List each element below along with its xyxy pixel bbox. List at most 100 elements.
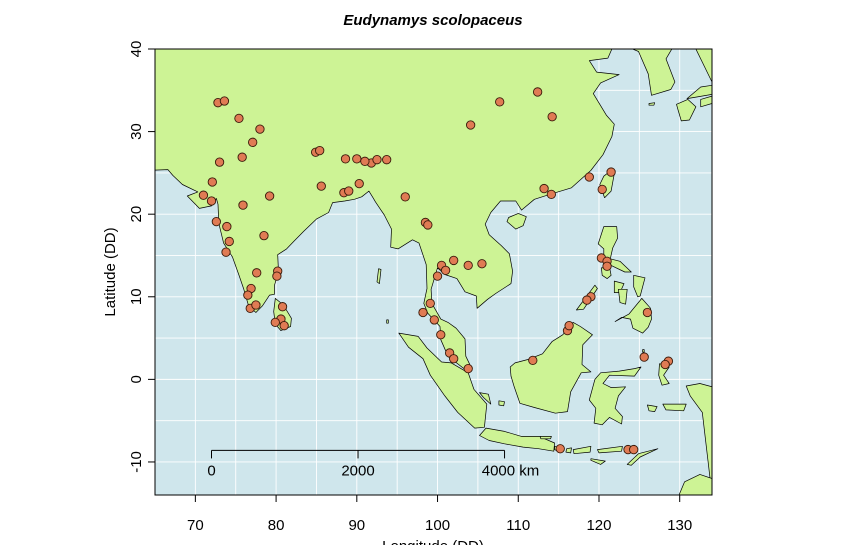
- occurrence-point: [214, 157, 225, 167]
- occurrence-point: [251, 300, 261, 310]
- occurrence-point: [340, 154, 351, 164]
- axes: 70 80 90 100 110 120 130 -10 0 10 20 30 40: [128, 41, 692, 534]
- land-lombok: [565, 447, 572, 454]
- occurrence-point: [352, 154, 362, 164]
- scale-bar-label: 4000 km: [482, 462, 540, 479]
- occurrence-point: [629, 444, 639, 455]
- land-bangka: [479, 392, 492, 405]
- occurrence-point: [606, 167, 616, 177]
- occurrence-point: [597, 184, 607, 195]
- occurrence-points: [198, 87, 674, 455]
- land-sumba: [590, 458, 606, 465]
- occurrence-point: [207, 177, 217, 187]
- y-tick-label: 40: [128, 41, 145, 58]
- land-timor: [626, 448, 659, 466]
- land-seram: [662, 403, 687, 412]
- land-java: [479, 427, 555, 452]
- x-tick-label: 80: [268, 517, 285, 534]
- y-axis-label: Latitude (DD): [102, 227, 119, 316]
- land-buru: [647, 404, 658, 412]
- occurrence-point: [423, 220, 433, 230]
- occurrence-point: [354, 178, 364, 189]
- occurrence-point: [221, 247, 231, 257]
- land-andaman: [376, 268, 382, 284]
- occurrence-point: [463, 260, 473, 271]
- scale-bar-label: 2000: [341, 462, 374, 479]
- occurrence-point: [344, 186, 354, 196]
- occurrence-point: [360, 156, 370, 166]
- occurrence-point: [539, 183, 549, 194]
- occurrence-point: [495, 97, 505, 107]
- occurrence-point: [432, 271, 443, 281]
- x-tick-label: 110: [506, 517, 530, 534]
- land-sumbawa: [572, 445, 592, 455]
- y-tick-label: 20: [128, 206, 145, 223]
- occurrence-point: [279, 321, 289, 331]
- occurrence-point: [532, 87, 543, 97]
- occurrence-point: [418, 307, 428, 318]
- plot-frame: [154, 48, 713, 496]
- occurrence-point: [555, 444, 565, 454]
- occurrence-point: [449, 354, 459, 364]
- land-sumatra: [398, 332, 488, 429]
- land-flores: [597, 445, 623, 454]
- occurrence-point: [372, 155, 382, 165]
- scale-bar: 0 2000 4000 km: [207, 449, 540, 479]
- occurrence-point: [316, 181, 326, 191]
- y-tick-label: 0: [128, 375, 145, 383]
- land-samar-leyte: [633, 274, 646, 298]
- occurrence-point: [315, 145, 325, 156]
- land-halmahera: [658, 363, 670, 386]
- occurrence-point: [382, 155, 392, 165]
- occurrence-point: [477, 259, 487, 269]
- occurrence-point: [449, 255, 459, 266]
- occurrence-point: [429, 315, 439, 325]
- occurrence-point: [252, 268, 262, 278]
- occurrence-point: [582, 295, 592, 305]
- land-japan-kyushu: [676, 99, 697, 122]
- occurrence-point: [198, 190, 209, 200]
- x-axis-label: Longitude (DD): [382, 538, 484, 545]
- occurrence-point: [400, 192, 410, 202]
- occurrence-point: [528, 355, 538, 366]
- occurrence-point: [206, 196, 217, 206]
- occurrence-point: [277, 302, 288, 312]
- land-asia-mainland: [155, 49, 712, 370]
- occurrence-point: [547, 112, 557, 122]
- y-tick-label: -10: [128, 451, 145, 473]
- occurrence-point: [465, 120, 476, 130]
- occurrence-point: [642, 307, 653, 318]
- land-sangihe: [642, 349, 645, 353]
- occurrence-point: [224, 236, 234, 247]
- y-tick-label: 10: [128, 288, 145, 305]
- land-japan-shikoku: [700, 95, 712, 108]
- occurrence-point: [272, 271, 282, 281]
- land-nicobar: [386, 319, 389, 324]
- land-madura: [539, 436, 552, 440]
- occurrence-point: [660, 359, 670, 370]
- land-mindanao: [614, 298, 652, 334]
- land-new-guinea: [685, 383, 712, 495]
- land-borneo: [509, 322, 593, 414]
- map-title: Eudynamys scolopaceus: [343, 12, 522, 29]
- occurrence-point: [425, 298, 435, 309]
- land-masses: [155, 49, 712, 495]
- occurrence-point: [248, 137, 258, 147]
- scale-bar-label: 0: [207, 462, 215, 479]
- occurrence-point: [639, 352, 649, 362]
- occurrence-point: [463, 363, 473, 374]
- occurrence-point: [219, 96, 230, 106]
- occurrence-point: [238, 200, 248, 210]
- x-tick-label: 120: [586, 517, 611, 534]
- occurrence-point: [264, 191, 275, 201]
- land-hainan: [506, 213, 527, 230]
- occurrence-point: [259, 231, 269, 241]
- land-sulawesi: [588, 366, 642, 426]
- land-belitung: [498, 400, 505, 407]
- land-australia: [656, 474, 712, 495]
- occurrence-point: [602, 261, 612, 271]
- occurrence-point: [564, 321, 574, 331]
- occurrence-point: [234, 113, 244, 124]
- x-tick-label: 130: [667, 517, 692, 534]
